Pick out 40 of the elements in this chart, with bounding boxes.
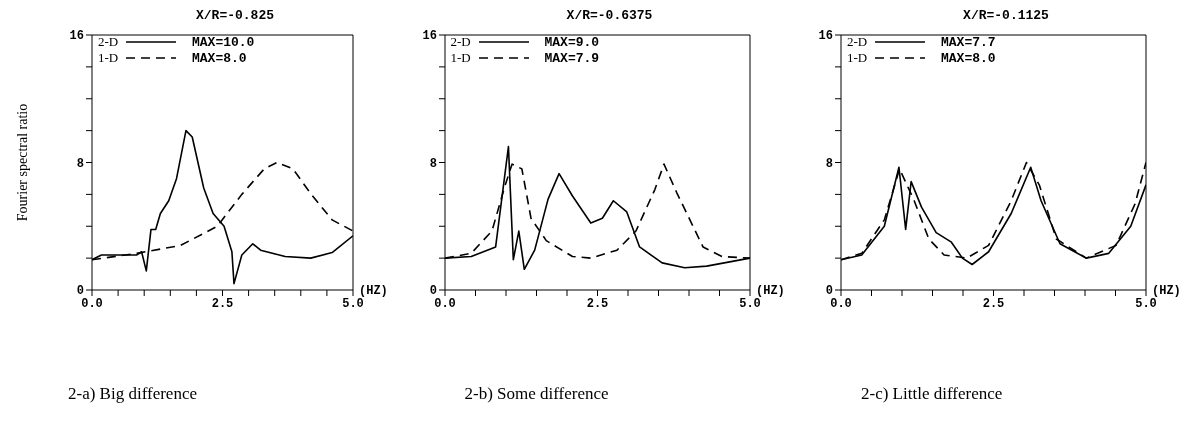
- legend-label: 1-D: [847, 50, 869, 66]
- annotation: MAX=9.0: [544, 34, 600, 50]
- x-axis-title: (HZ): [755, 284, 785, 298]
- legend-label: 1-D: [98, 50, 120, 66]
- y-tick-label: 16: [422, 29, 437, 44]
- text: 2-c) Little difference: [861, 384, 1004, 404]
- x-tick-label: 0.0: [830, 296, 852, 311]
- x-tick-label: 0.0: [433, 296, 456, 311]
- y-tick-label: 0: [825, 284, 833, 299]
- y-axis-title: Fourier spectral ratio: [14, 103, 30, 222]
- annotation: MAX=10.0: [192, 34, 255, 50]
- annotation: MAX=7.9: [544, 50, 600, 66]
- y-tick-label: 0: [76, 284, 84, 299]
- annotation: MAX=8.0: [941, 50, 996, 66]
- x-tick-label: 5.0: [342, 296, 364, 311]
- y-tick-label: 16: [69, 29, 84, 44]
- y-tick-label: 16: [818, 29, 833, 44]
- x-tick-label: 5.0: [1135, 296, 1157, 311]
- x-tick-label: 5.0: [738, 296, 761, 311]
- annotation: MAX=7.7: [941, 34, 996, 50]
- x-tick-label: 2.5: [586, 296, 608, 311]
- y-tick-label: 8: [76, 156, 84, 171]
- annotation: MAX=8.0: [192, 50, 247, 66]
- chart-title: X/R=-0.825: [195, 8, 275, 25]
- x-axis-title: (HZ): [359, 284, 388, 298]
- legend-label: 2-D: [847, 34, 869, 50]
- chart-title: X/R=-0.6375: [565, 8, 654, 25]
- y-tick-label: 8: [429, 156, 437, 171]
- y-tick-label: 0: [429, 284, 437, 299]
- text: 2-b) Some difference: [464, 384, 610, 404]
- legend-label: 2-D: [98, 34, 120, 50]
- legend-label: 1-D: [450, 50, 472, 66]
- x-tick-label: 0.0: [81, 296, 103, 311]
- x-tick-label: 2.5: [211, 296, 234, 311]
- text: 2-a) Big difference: [68, 384, 198, 404]
- y-tick-label: 8: [825, 156, 833, 171]
- chart-title: X/R=-0.1125: [962, 8, 1050, 25]
- x-tick-label: 2.5: [982, 296, 1005, 311]
- x-axis-title: (HZ): [1152, 284, 1181, 298]
- legend-label: 2-D: [450, 34, 472, 50]
